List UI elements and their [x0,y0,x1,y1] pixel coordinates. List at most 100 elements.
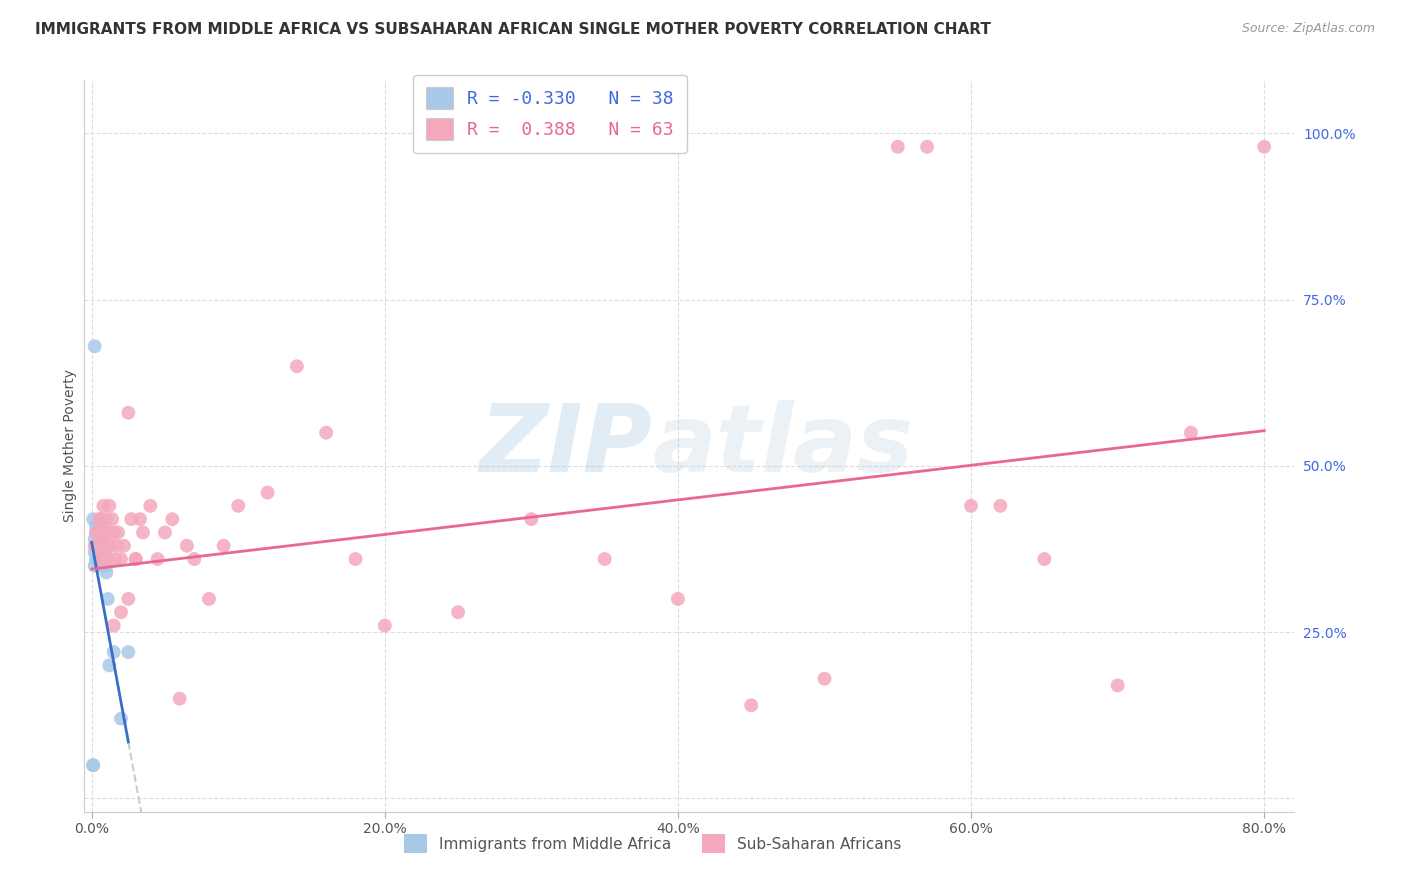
Point [96,539,118,553]
Point [315,425,337,440]
Y-axis label: Single Mother Poverty: Single Mother Poverty [63,369,77,523]
Point [84,525,107,540]
Point [83,545,105,559]
Point [91,525,114,540]
Point [96,566,118,580]
Point [117,591,139,606]
Point [146,552,169,566]
Point [129,512,152,526]
Point [212,539,235,553]
Point [84,525,107,540]
Point [84,518,107,533]
Point [104,552,127,566]
Point [93,499,115,513]
Point [91,539,114,553]
Point [101,512,124,526]
Point [84,552,107,566]
Point [226,499,249,513]
Point [1253,140,1275,154]
Point [98,525,121,540]
Point [94,552,117,566]
Point [915,140,938,154]
Point [89,539,111,553]
Point [813,672,835,686]
Point [87,545,110,559]
Point [86,539,108,553]
Point [139,499,162,513]
Point [94,525,117,540]
Point [93,558,115,573]
Point [344,552,367,566]
Point [91,512,114,526]
Point [520,512,543,526]
Point [89,512,111,526]
Point [198,591,221,606]
Point [107,525,129,540]
Point [117,406,139,420]
Point [98,499,121,513]
Point [100,539,122,553]
Point [103,618,125,632]
Point [89,525,111,540]
Text: IMMIGRANTS FROM MIDDLE AFRICA VS SUBSAHARAN AFRICAN SINGLE MOTHER POVERTY CORREL: IMMIGRANTS FROM MIDDLE AFRICA VS SUBSAHA… [35,22,991,37]
Point [83,532,105,546]
Point [87,539,110,553]
Point [103,525,125,540]
Point [96,539,118,553]
Point [960,499,983,513]
Point [132,525,155,540]
Text: ZIP: ZIP [479,400,652,492]
Point [1107,678,1129,692]
Point [112,539,135,553]
Point [83,339,105,353]
Point [285,359,308,374]
Point [183,552,205,566]
Point [740,698,762,713]
Point [87,525,110,540]
Legend: Immigrants from Middle Africa, Sub-Saharan Africans: Immigrants from Middle Africa, Sub-Sahar… [398,828,907,859]
Point [82,758,104,772]
Point [96,558,118,573]
Point [97,591,120,606]
Point [84,539,107,553]
Point [83,539,105,553]
Point [169,691,191,706]
Point [94,552,117,566]
Point [153,525,176,540]
Point [110,712,132,726]
Point [176,539,198,553]
Point [666,591,689,606]
Point [98,658,121,673]
Point [593,552,616,566]
Point [110,552,132,566]
Point [93,552,115,566]
Point [887,140,910,154]
Point [83,558,105,573]
Point [374,618,396,632]
Point [96,512,118,526]
Point [96,525,118,540]
Point [447,605,470,619]
Point [87,512,110,526]
Point [1180,425,1202,440]
Point [94,545,117,559]
Point [120,512,142,526]
Point [91,518,114,533]
Point [86,552,108,566]
Point [256,485,278,500]
Point [103,645,125,659]
Point [86,525,108,540]
Point [162,512,184,526]
Point [124,552,146,566]
Point [124,552,146,566]
Point [82,512,104,526]
Point [91,539,114,553]
Point [91,552,114,566]
Point [117,645,139,659]
Point [97,552,120,566]
Point [89,558,111,573]
Point [89,552,111,566]
Point [105,539,128,553]
Text: Source: ZipAtlas.com: Source: ZipAtlas.com [1241,22,1375,36]
Point [990,499,1012,513]
